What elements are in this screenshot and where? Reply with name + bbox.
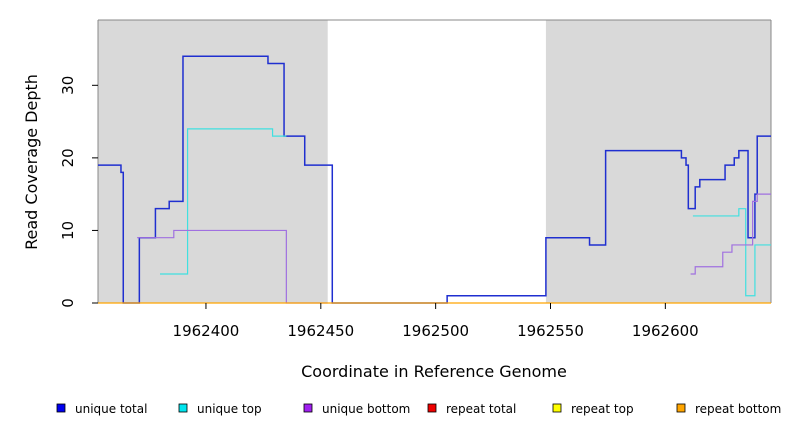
y-axis: 0 10 20 30 — [59, 76, 98, 308]
legend-swatch-unique-bottom — [303, 403, 313, 413]
legend: unique total unique top unique bottom repea… — [56, 402, 781, 416]
shaded-regions — [98, 20, 771, 303]
legend-label-repeat-total: repeat total — [446, 402, 516, 416]
x-tick-label: 1962400 — [173, 322, 240, 340]
series-line-unique-total — [98, 55, 771, 304]
y-tick-label: 20 — [59, 148, 77, 167]
legend-swatch-repeat-total — [427, 403, 437, 413]
y-tick-label: 0 — [59, 298, 77, 308]
y-axis-title: Read Coverage Depth — [22, 74, 41, 250]
series-line-unique-top-b — [692, 208, 771, 297]
legend-swatch-repeat-top — [552, 403, 562, 413]
legend-label-unique-top: unique top — [197, 402, 262, 416]
x-tick-label: 1962600 — [632, 322, 699, 340]
legend-swatch-unique-total — [56, 403, 66, 413]
y-tick-label: 30 — [59, 76, 77, 95]
legend-label-unique-total: unique total — [75, 402, 147, 416]
x-tick-label: 1962500 — [402, 322, 469, 340]
legend-label-repeat-top: repeat top — [571, 402, 634, 416]
legend-swatch-repeat-bottom — [676, 403, 686, 413]
legend-label-repeat-bottom: repeat bottom — [695, 402, 781, 416]
x-axis-title: Coordinate in Reference Genome — [301, 362, 567, 381]
shaded-region-2 — [545, 20, 771, 303]
legend-label-unique-bottom: unique bottom — [322, 402, 410, 416]
x-tick-label: 1962450 — [287, 322, 354, 340]
series-line-unique-top — [160, 128, 287, 275]
x-tick-label: 1962550 — [517, 322, 584, 340]
series-lines — [98, 55, 771, 304]
legend-swatch-unique-top — [178, 403, 188, 413]
y-tick-label: 10 — [59, 221, 77, 240]
x-axis: 1962400 1962450 1962500 1962550 1962600 — [173, 303, 699, 340]
series-line-unique-bottom-b — [690, 193, 771, 275]
plot-frame — [97, 19, 772, 303]
shaded-region-1 — [98, 20, 328, 303]
